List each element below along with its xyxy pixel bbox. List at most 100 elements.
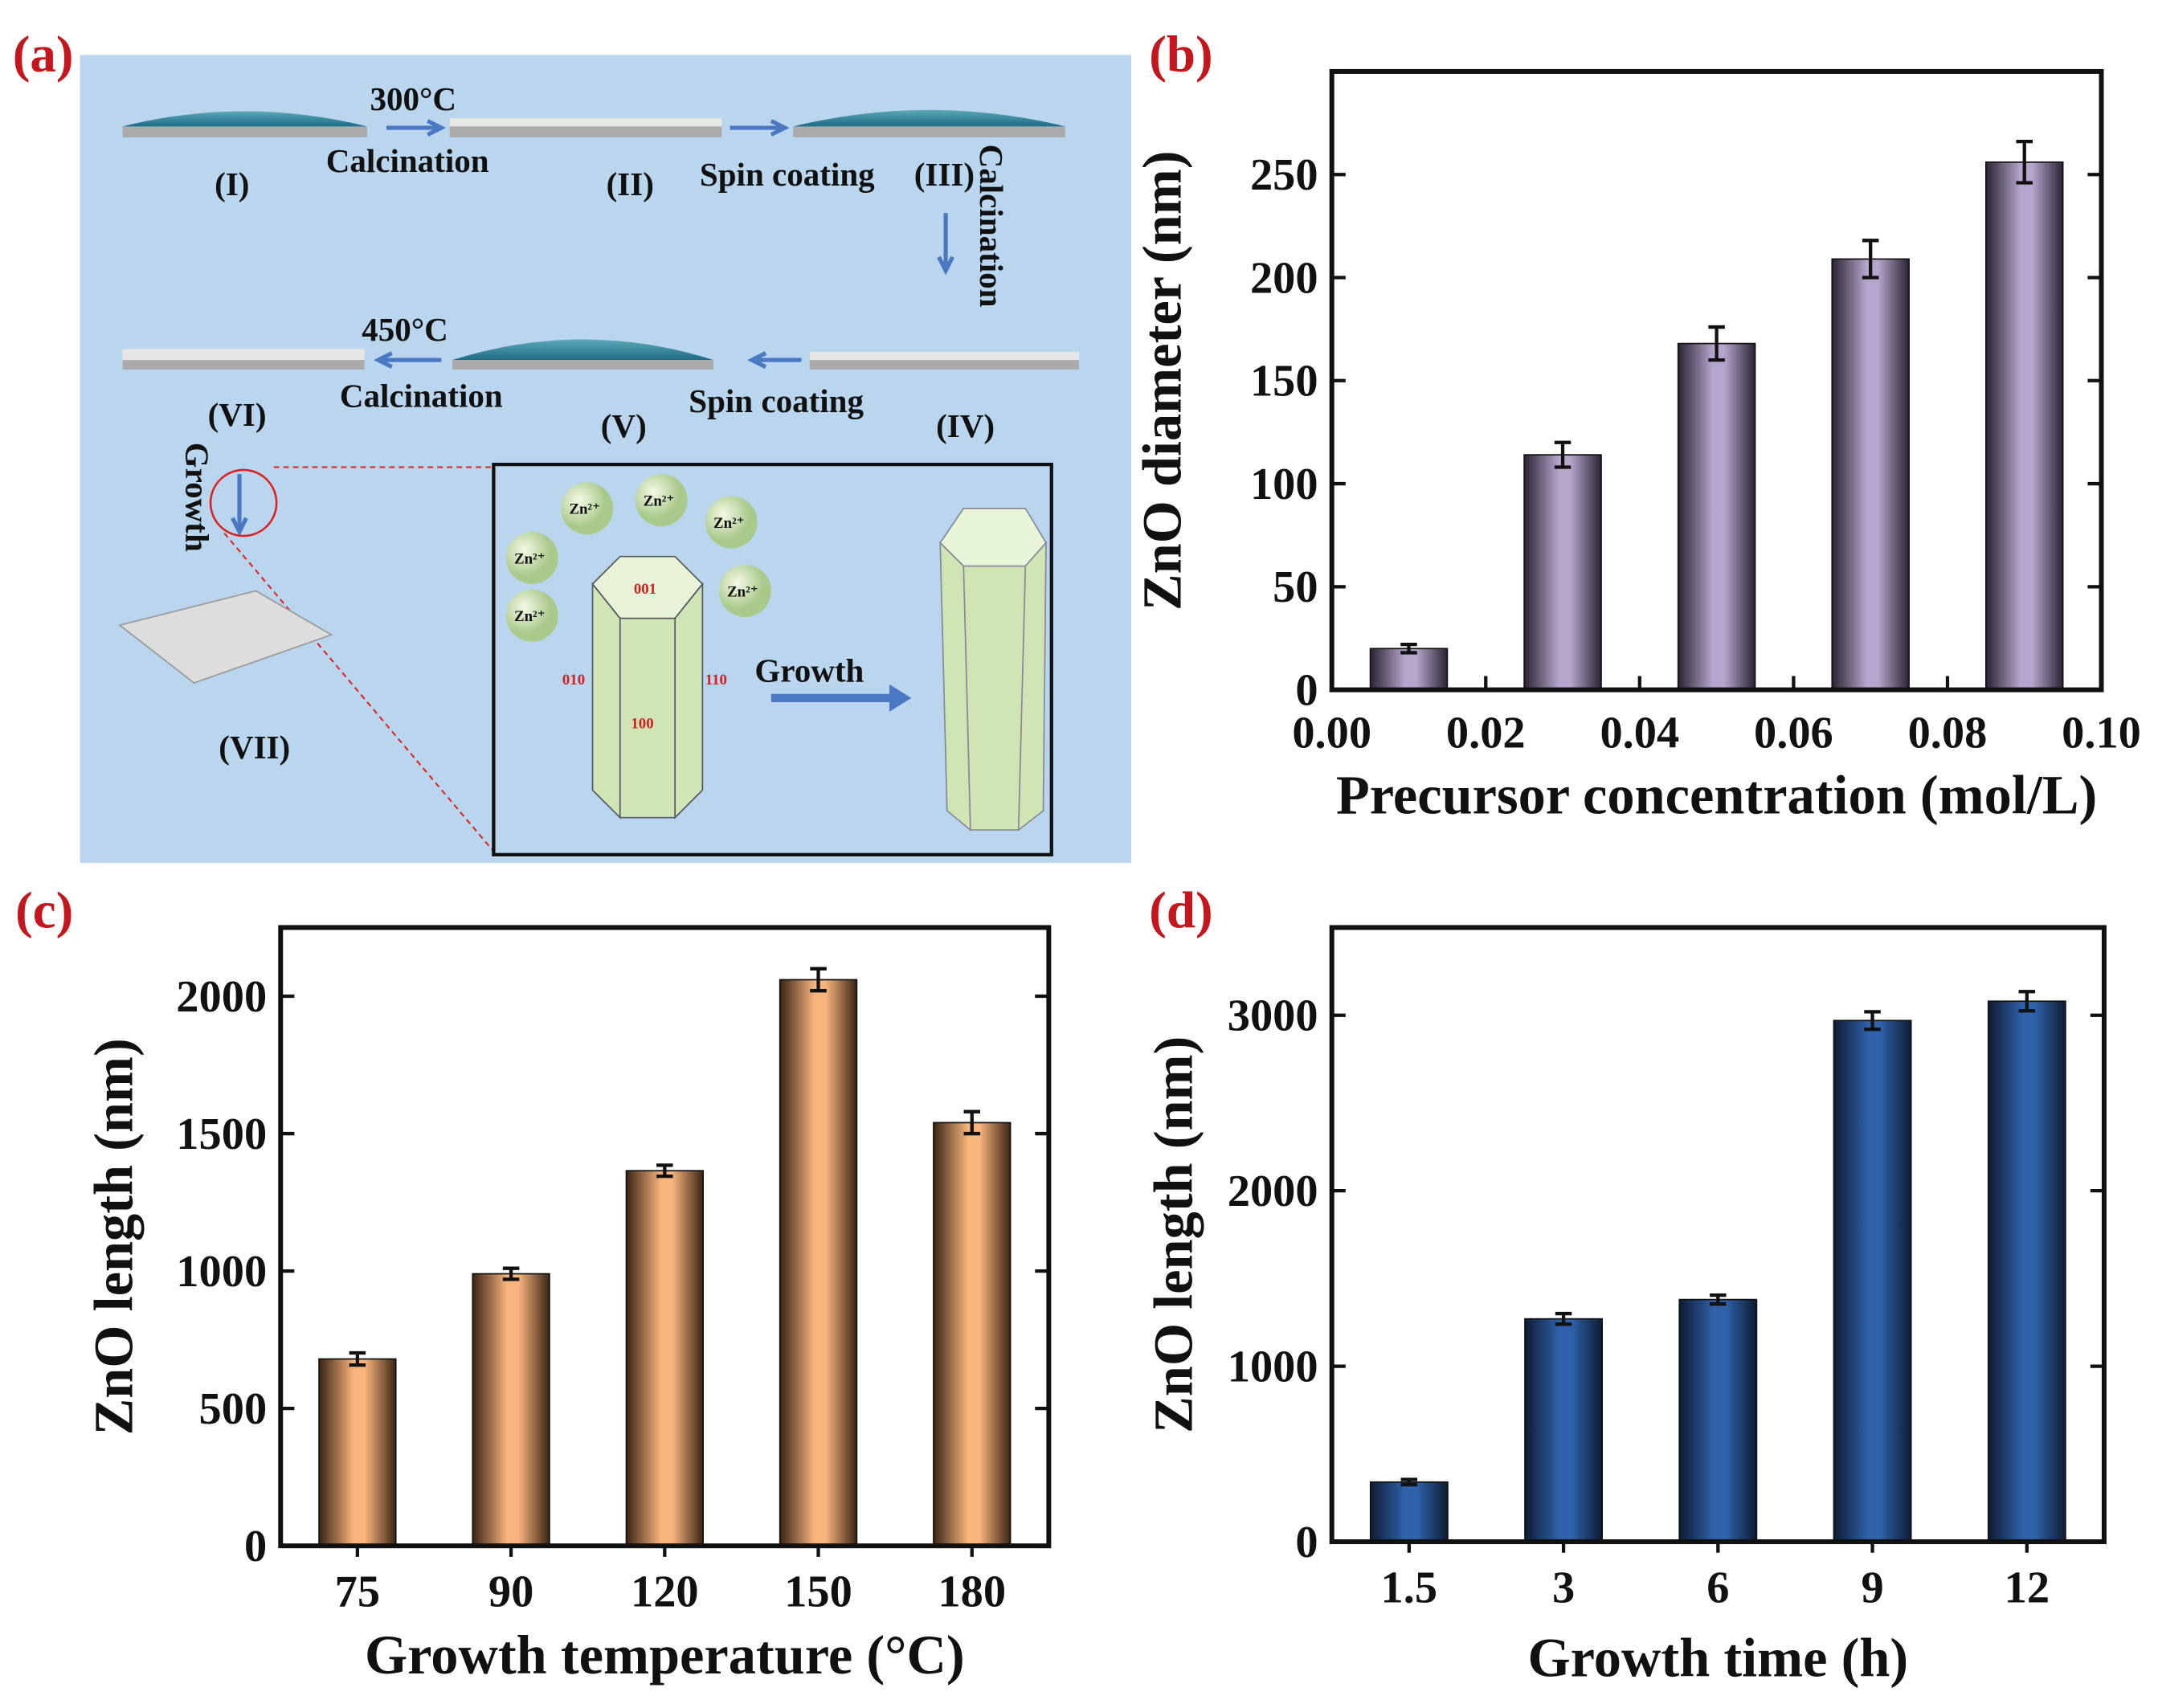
x-tick-label: 120 [631, 1567, 699, 1616]
zno-crystal-growing: 001 010 110 100 [562, 555, 727, 819]
schematic-panel: 300°C Calcination (I) (II) Spin coating … [80, 55, 1131, 864]
calcination-label-3: Calcination [340, 377, 503, 414]
error-bar [1708, 325, 1725, 362]
zno-crystal-grown [939, 507, 1048, 832]
bar [1677, 342, 1756, 691]
bar [318, 1358, 397, 1547]
x-tick-label: 0.00 [1292, 708, 1371, 758]
bar [1369, 648, 1449, 691]
error-bar [1555, 1311, 1572, 1326]
x-tick-label: 9 [1861, 1563, 1883, 1612]
y-tick-label: 250 [1250, 150, 1318, 200]
zn-ion: Zn²⁺ [713, 515, 745, 532]
x-tick-label: 150 [784, 1567, 852, 1616]
bar [625, 1170, 704, 1547]
arrow-icon [386, 119, 447, 137]
y-tick-label: 100 [1250, 460, 1318, 509]
bar [1831, 258, 1910, 691]
error-bar [1864, 1010, 1881, 1032]
error-bar [349, 1350, 366, 1367]
substrate-IV [809, 351, 1079, 370]
error-bar [1554, 440, 1571, 469]
growth-label-inset: Growth [754, 652, 864, 689]
nanorod-array [118, 590, 333, 684]
substrate-VI [122, 349, 365, 370]
calcination-label-2: Calcination [973, 145, 1010, 308]
y-axis-label: ZnO diameter (nm) [1132, 151, 1193, 611]
step-VI: (VI) [208, 396, 267, 433]
error-bar [810, 966, 827, 993]
substrate-V [452, 339, 714, 370]
arrow-down-icon [231, 474, 248, 537]
x-tick-label: 180 [938, 1567, 1006, 1616]
chart-d: 0 1000 2000 3000 1.5 3 6 9 12 Growth time (h) ZnO … [1142, 925, 2107, 1689]
bar [1984, 161, 2064, 691]
facet-110: 110 [705, 672, 727, 689]
x-tick-label: 0.08 [1908, 708, 1988, 758]
zn-ion: Zn²⁺ [514, 608, 546, 625]
zn-ion: Zn²⁺ [644, 492, 675, 509]
x-axis-label: Precursor concentration (mol/L) [1336, 765, 2097, 826]
panel-label-d: (d) [1149, 882, 1212, 940]
bar [1523, 454, 1602, 691]
bar [1524, 1318, 1603, 1543]
arrow-icon [730, 119, 790, 137]
step-III: (III) [914, 156, 975, 193]
y-tick-label: 200 [1250, 253, 1318, 303]
bar [933, 1122, 1012, 1547]
arrow-down-icon [937, 213, 954, 276]
error-bar [2018, 990, 2036, 1013]
step-IV: (IV) [936, 407, 995, 444]
chart-b: 0 50 100 150 200 250 0.00 0.02 0.04 0.06 0.08 0.10 P… [1132, 68, 2141, 826]
arrow-left-icon [373, 351, 442, 369]
chart-c: 0 500 1000 1500 2000 75 90 120 150 180 Growth temp… [84, 925, 1052, 1686]
x-tick-label: 0.04 [1600, 708, 1679, 758]
y-axis-label: ZnO length (nm) [84, 1038, 145, 1435]
y-tick-label: 2000 [176, 972, 267, 1022]
error-bar [1400, 643, 1417, 655]
x-tick-label: 12 [2005, 1563, 2050, 1612]
y-tick-label: 2000 [1228, 1167, 1318, 1216]
substrate-III [793, 109, 1065, 138]
x-tick-label: 90 [488, 1567, 533, 1616]
x-tick-label: 1.5 [1381, 1563, 1438, 1612]
x-tick-label: 0.10 [2062, 708, 2141, 758]
y-tick-label: 0 [1295, 665, 1318, 715]
zoom-circle [209, 468, 278, 537]
x-tick-label: 0.02 [1446, 708, 1526, 758]
temp-450: 450°C [362, 311, 448, 348]
growth-label-vertical: Growth [178, 443, 215, 552]
x-tick-label: 0.06 [1754, 708, 1833, 758]
step-II: (II) [607, 165, 654, 202]
y-tick-label: 0 [244, 1522, 267, 1571]
facet-010: 010 [562, 672, 585, 689]
x-tick-label: 75 [335, 1567, 380, 1616]
panel-label-b: (b) [1149, 26, 1212, 84]
zn-ion: Zn²⁺ [514, 550, 546, 567]
bar [1833, 1019, 1912, 1543]
x-tick-label: 3 [1552, 1563, 1575, 1612]
bar [472, 1273, 550, 1547]
panel-label-c: (c) [15, 882, 73, 940]
arrow-head-icon [889, 684, 912, 712]
error-bar [656, 1163, 673, 1179]
zn-ion: Zn²⁺ [727, 583, 758, 600]
x-axis-label: Growth time (h) [1527, 1628, 1908, 1689]
step-V: (V) [601, 407, 647, 444]
error-bar [502, 1266, 520, 1281]
x-tick-label: 6 [1706, 1563, 1729, 1612]
bar [779, 979, 858, 1547]
error-bar [1710, 1293, 1727, 1306]
error-bar [963, 1109, 981, 1136]
substrate-II [449, 118, 722, 138]
y-tick-label: 0 [1295, 1518, 1318, 1567]
x-axis-label: Growth temperature (°C) [365, 1624, 965, 1686]
facet-001: 001 [634, 581, 656, 598]
y-tick-label: 1500 [176, 1109, 267, 1159]
y-tick-label: 3000 [1228, 991, 1318, 1041]
y-tick-label: 1000 [1228, 1342, 1318, 1391]
zn-ions: Zn²⁺ Zn²⁺ Zn²⁺ Zn²⁺ Zn²⁺ Zn²⁺ [505, 474, 771, 642]
zoom-guide-lines [223, 466, 497, 856]
error-bar [1400, 1477, 1418, 1487]
